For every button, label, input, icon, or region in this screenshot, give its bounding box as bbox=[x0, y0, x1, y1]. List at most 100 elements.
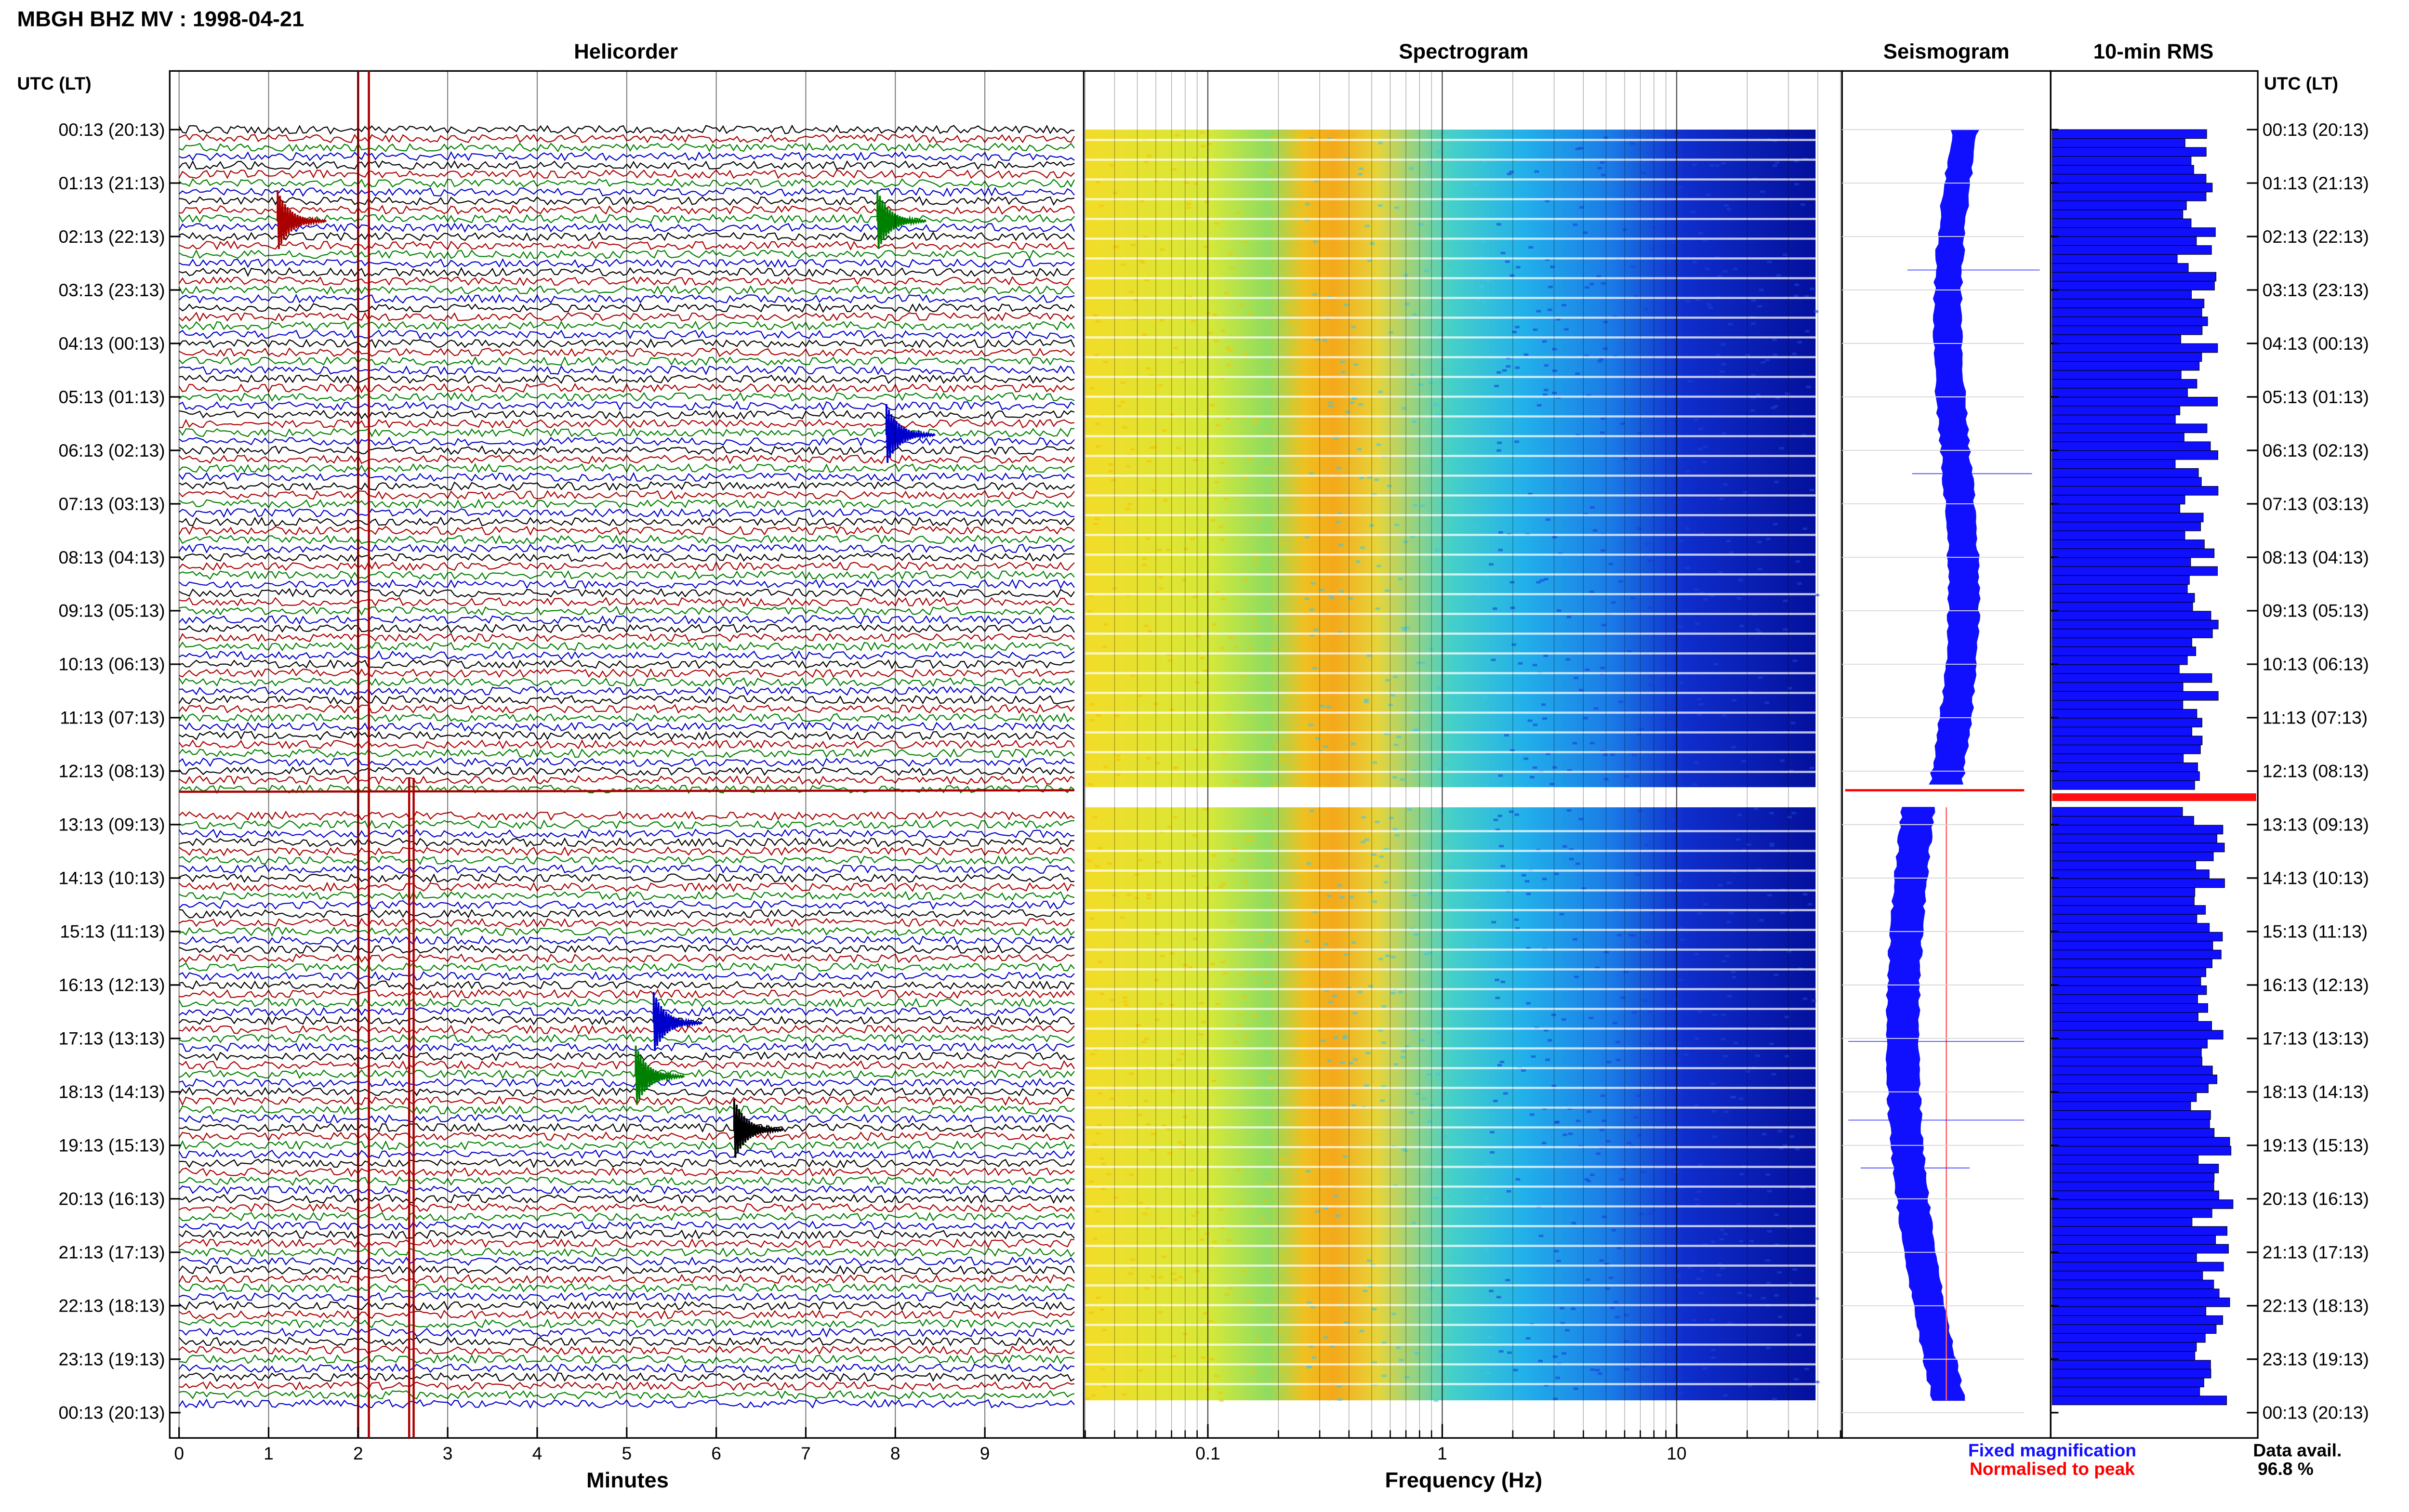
spectrogram-speckle bbox=[1405, 1045, 1410, 1048]
spectrogram-speckle bbox=[1420, 661, 1426, 664]
spectrogram-speckle bbox=[1191, 319, 1196, 322]
spectrogram-speckle bbox=[1212, 1240, 1217, 1243]
spectrogram-speckle bbox=[1172, 168, 1177, 171]
spectrogram-speckle bbox=[1446, 865, 1452, 868]
spectrogram-speckle bbox=[1322, 339, 1327, 342]
spectrogram-speckle bbox=[1685, 470, 1690, 473]
spectrogram-speckle bbox=[1158, 1276, 1164, 1279]
spectrogram-speckle bbox=[1736, 597, 1742, 600]
spectrogram-speckle bbox=[1120, 381, 1125, 384]
spectrogram-speckle bbox=[1794, 183, 1800, 186]
spectrogram-speckle bbox=[1171, 1354, 1177, 1358]
spectrogram-speckle bbox=[1772, 338, 1777, 341]
row-label-right: 18:13 (14:13) bbox=[2263, 1082, 2369, 1102]
row-label-left: 11:13 (07:13) bbox=[60, 708, 165, 728]
spectrogram-speckle bbox=[1541, 703, 1546, 706]
spectrogram-speckle bbox=[1216, 1003, 1220, 1006]
spectrogram-stripe bbox=[1085, 415, 1816, 418]
spectrogram-speckle bbox=[1254, 418, 1259, 421]
spectrogram-speckle bbox=[1428, 892, 1433, 895]
spectrogram-speckle bbox=[1265, 1182, 1271, 1185]
spectrogram-speckle bbox=[1465, 194, 1470, 197]
spectrogram-speckle bbox=[1475, 596, 1481, 599]
spectrogram-speckle bbox=[1552, 392, 1557, 394]
spectrogram-speckle bbox=[1451, 904, 1456, 907]
spectrogram-speckle bbox=[1309, 472, 1314, 475]
spectrogram-speckle bbox=[1680, 938, 1685, 941]
spectrogram-speckle bbox=[1402, 407, 1406, 410]
spectrogram-speckle bbox=[1095, 422, 1100, 426]
spectrogram-stripe bbox=[1085, 455, 1816, 457]
spectrogram-speckle bbox=[1252, 972, 1257, 975]
rms-bar bbox=[2052, 156, 2192, 166]
spectrogram-speckle bbox=[1203, 808, 1208, 811]
spectrogram-speckle bbox=[1490, 1151, 1495, 1154]
spectrogram-speckle bbox=[1658, 565, 1663, 568]
spectrogram-speckle bbox=[1214, 1375, 1219, 1378]
spectrogram-speckle bbox=[1172, 816, 1178, 819]
spectrogram-speckle bbox=[1771, 407, 1775, 409]
spectrogram-speckle bbox=[1372, 853, 1377, 856]
spectrogram-speckle bbox=[1283, 758, 1287, 761]
spectrogram-speckle bbox=[1382, 1341, 1387, 1344]
spectrogram-speckle bbox=[1556, 1260, 1561, 1262]
spectrogram-speckle bbox=[1739, 1172, 1744, 1176]
spectrogram-speckle bbox=[1424, 952, 1429, 956]
spectrogram-stripe bbox=[1085, 711, 1816, 714]
spectrogram-speckle bbox=[1279, 542, 1284, 545]
spectrogram-speckle bbox=[1506, 365, 1511, 368]
spectrogram-speckle bbox=[1285, 1118, 1290, 1120]
rms-bar bbox=[2052, 1119, 2210, 1129]
spectrogram-speckle bbox=[1337, 1385, 1342, 1388]
spectrogram-speckle bbox=[1750, 409, 1755, 412]
rms-bar bbox=[2052, 227, 2216, 237]
spectrogram-speckle bbox=[1130, 448, 1135, 451]
spectrogram-speckle bbox=[1305, 203, 1310, 206]
spectrogram-speckle bbox=[1773, 523, 1778, 526]
rms-bar bbox=[2052, 218, 2192, 228]
spectrogram-speckle bbox=[1184, 182, 1190, 184]
spectrogram-speckle bbox=[1814, 1297, 1819, 1300]
spectrogram-speckle bbox=[1314, 180, 1319, 183]
spectrogram-speckle bbox=[1123, 996, 1127, 999]
spectrogram-speckle bbox=[1223, 972, 1228, 975]
spectrogram-speckle bbox=[1165, 549, 1171, 552]
spectrogram-speckle bbox=[1498, 774, 1503, 777]
spectrogram-speckle bbox=[1602, 753, 1608, 756]
spectrogram-speckle bbox=[1401, 1147, 1406, 1150]
row-label-left: 05:13 (01:13) bbox=[58, 387, 165, 407]
rms-bar bbox=[2052, 289, 2192, 300]
spectrogram-speckle bbox=[1585, 286, 1589, 289]
spectrogram-speckle bbox=[1289, 693, 1294, 696]
spectrogram-tick-label: 1 bbox=[1437, 1444, 1447, 1463]
spectrogram-speckle bbox=[1601, 624, 1606, 627]
spectrogram-speckle bbox=[1758, 568, 1762, 571]
rms-bar bbox=[2052, 1092, 2197, 1102]
rms-bar bbox=[2052, 522, 2201, 531]
spectrogram-speckle bbox=[1764, 701, 1770, 704]
spectrogram-speckle bbox=[1777, 1271, 1782, 1274]
spectrogram-speckle bbox=[1611, 1229, 1616, 1232]
spectrogram-speckle bbox=[1694, 622, 1700, 625]
spectrogram-speckle bbox=[1224, 497, 1229, 500]
spectrogram-stripe bbox=[1085, 178, 1816, 181]
spectrogram-stripe bbox=[1085, 237, 1816, 240]
spectrogram-speckle bbox=[1639, 728, 1644, 731]
spectrogram-speckle bbox=[1203, 669, 1208, 672]
spectrogram-speckle bbox=[1630, 265, 1636, 268]
spectrogram-speckle bbox=[1498, 1350, 1504, 1353]
spectrogram-speckle bbox=[1320, 705, 1325, 708]
spectrogram-speckle bbox=[1532, 664, 1537, 667]
spectrogram-speckle bbox=[1800, 1186, 1805, 1189]
spectrogram-speckle bbox=[1278, 1301, 1284, 1303]
spectrogram-speckle bbox=[1497, 1064, 1502, 1066]
spectrogram-speckle bbox=[1549, 783, 1554, 786]
spectrogram-speckle bbox=[1737, 1291, 1742, 1294]
spectrogram-speckle bbox=[1600, 667, 1605, 670]
spectrogram-speckle bbox=[1545, 518, 1550, 521]
spectrogram-speckle bbox=[1288, 891, 1294, 894]
spectrogram-speckle bbox=[1776, 274, 1781, 277]
row-label-left: 13:13 (09:13) bbox=[58, 815, 165, 835]
spectrogram-speckle bbox=[1171, 1272, 1176, 1275]
spectrogram-speckle bbox=[1112, 894, 1117, 897]
